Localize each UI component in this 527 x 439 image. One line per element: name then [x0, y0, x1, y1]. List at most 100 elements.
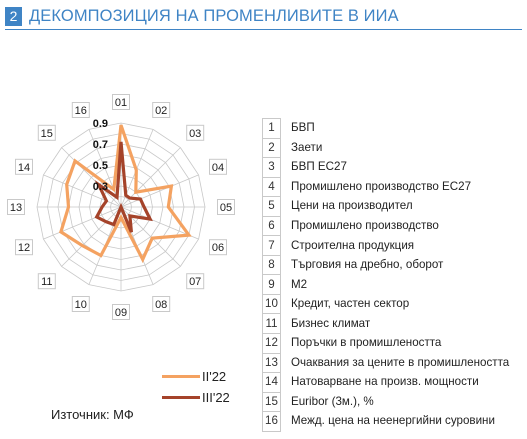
radar-category-box	[7, 199, 25, 215]
radar-tick-label: 0.3	[93, 181, 108, 193]
legend-row-number: 8	[262, 254, 281, 276]
radar-category-box	[209, 158, 227, 175]
legend-row: 8 Търговия на дребно, оборот	[262, 254, 510, 276]
legend-row-label: Търговия на дребно, оборот	[291, 258, 444, 272]
legend-row-number: 5	[262, 196, 281, 217]
legend-row: 1 БВП	[262, 118, 510, 139]
legend-row-number: 12	[262, 333, 281, 354]
legend-row-number: 9	[262, 274, 281, 295]
legend-row: 13 Очаквания за цените в промишлеността	[262, 352, 510, 374]
radar-category-box	[217, 199, 235, 215]
series-legend-item: III'22	[162, 387, 230, 408]
radar-series-iii22	[94, 141, 153, 233]
legend-row-number: 3	[262, 157, 281, 178]
legend-row: 2 Заети	[262, 137, 510, 159]
radar-category-label: 04	[212, 162, 224, 174]
radar-category-label: 05	[220, 202, 232, 214]
section-title: ДЕКОМПОЗИЦИЯ НА ПРОМЕНЛИВИТЕ В ИИА	[29, 6, 399, 25]
legend-row-label: Кредит, частен сектор	[291, 297, 410, 311]
legend-row-label: Euribor (3м.), %	[291, 394, 374, 408]
radar-category-label: 14	[18, 162, 30, 174]
legend-row-label: Очаквания за цените в промишлеността	[291, 355, 510, 369]
radar-category-label: 03	[189, 128, 201, 140]
legend-row-number: 7	[262, 235, 281, 256]
radar-spoke	[120, 174, 199, 208]
legend-row-label: М2	[291, 277, 308, 291]
legend-row-number: 15	[262, 391, 281, 413]
legend-row-label: БВП ЕС27	[291, 160, 347, 174]
radar-tick-label: 0.7	[93, 139, 108, 151]
radar-category-box	[71, 102, 90, 118]
radar-category-box	[37, 124, 56, 141]
radar-category-label: 07	[189, 276, 201, 288]
legend-row: 6 Промишлено производство	[262, 215, 510, 237]
radar-category-box	[37, 273, 56, 290]
legend-row-number: 6	[262, 215, 281, 237]
legend-row: 16 Межд. цена на неенергийни суровини	[262, 411, 510, 432]
source-note: Източник: МФ	[51, 407, 134, 422]
legend-row-label: Поръчки в промишлеността	[291, 336, 442, 350]
radar-spoke	[120, 206, 199, 240]
radar-category-box	[186, 124, 205, 141]
radar-tick-label: 0.9	[93, 118, 108, 130]
legend-row: 4 Промишлено производство ЕС27	[262, 176, 510, 198]
radar-tick-label: 0.5	[93, 160, 108, 172]
section-header: 2 ДЕКОМПОЗИЦИЯ НА ПРОМЕНЛИВИТЕ В ИИА	[5, 5, 399, 27]
radar-spoke	[61, 206, 122, 267]
legend-row-label: Строителна продукция	[291, 238, 415, 252]
legend-row: 11 Бизнес климат	[262, 313, 510, 335]
radar-category-label: 13	[10, 202, 22, 214]
legend-row: 12 Поръчки в промишлеността	[262, 333, 510, 354]
radar-category-label: 16	[75, 105, 87, 117]
radar-spoke	[43, 206, 122, 240]
legend-row-label: Бизнес климат	[291, 316, 371, 330]
radar-category-label: 11	[41, 276, 52, 288]
radar-category-label: 15	[41, 128, 53, 140]
radar-category-label: 09	[115, 307, 127, 319]
legend-row-number: 2	[262, 137, 281, 159]
series-name-ii22: II'22	[202, 369, 227, 384]
radar-spoke	[61, 147, 122, 208]
variables-legend-table: 1 БВП 2 Заети 3 БВП ЕС27 4 Промишлено производс…	[262, 118, 510, 432]
radar-category-box	[112, 94, 130, 110]
radar-category-box	[152, 102, 171, 118]
legend-row-label: Межд. цена на неенергийни суровини	[291, 414, 495, 428]
legend-row: 15 Euribor (3м.), %	[262, 391, 510, 413]
radar-category-box	[15, 239, 33, 256]
legend-row: 5 Цени на производител	[262, 196, 510, 217]
legend-row-number: 1	[262, 118, 281, 139]
legend-row: 9 М2	[262, 274, 510, 295]
legend-row: 14 Натоварване на произв. мощности	[262, 372, 510, 393]
series-legend: II'22 III'22	[162, 366, 230, 408]
radar-category-box	[15, 158, 33, 175]
radar-category-label: 10	[75, 299, 87, 311]
radar-spoke	[43, 174, 122, 208]
legend-row: 3 БВП ЕС27	[262, 157, 510, 178]
legend-row-number: 10	[262, 293, 281, 315]
legend-row: 10 Кредит, частен сектор	[262, 293, 510, 315]
series-name-iii22: III'22	[202, 390, 230, 405]
radar-category-label: 08	[155, 299, 167, 311]
series-swatch-iii22	[162, 396, 200, 399]
legend-row-label: Заети	[291, 140, 323, 154]
radar-category-label: 06	[212, 242, 224, 254]
legend-row-label: Промишлено производство	[291, 219, 439, 232]
series-swatch-ii22	[162, 375, 200, 378]
series-legend-item: II'22	[162, 366, 230, 387]
radar-category-box	[112, 304, 130, 320]
legend-row: 7 Строителна продукция	[262, 235, 510, 256]
legend-row-number: 11	[262, 313, 281, 335]
legend-row-label: Промишлено производство ЕС27	[291, 179, 472, 193]
radar-category-label: 02	[155, 105, 167, 117]
section-number-badge: 2	[5, 6, 22, 26]
radar-category-label: 01	[115, 97, 127, 109]
legend-row-label: Натоварване на произв. мощности	[291, 375, 479, 389]
header-divider	[5, 29, 522, 30]
radar-category-box	[71, 296, 90, 312]
radar-category-box	[186, 273, 205, 290]
radar-category-label: 12	[18, 242, 30, 254]
legend-row-number: 16	[262, 411, 281, 432]
radar-category-box	[209, 239, 227, 256]
legend-row-number: 14	[262, 372, 281, 393]
